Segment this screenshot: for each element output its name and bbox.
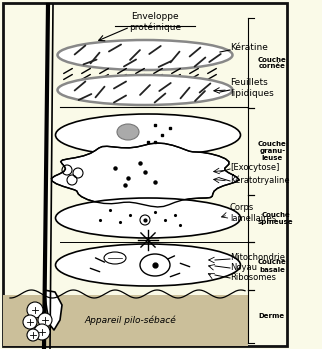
Text: Couche
spineuse: Couche spineuse	[258, 212, 294, 225]
Ellipse shape	[104, 252, 126, 264]
Circle shape	[27, 329, 39, 341]
Text: Enveloppe
protéinique: Enveloppe protéinique	[129, 12, 181, 32]
Text: Ribosomes: Ribosomes	[230, 274, 276, 282]
Text: Couche
cornée: Couche cornée	[258, 57, 287, 69]
Polygon shape	[52, 143, 239, 207]
Polygon shape	[44, 290, 62, 330]
Circle shape	[38, 313, 52, 327]
Ellipse shape	[117, 124, 139, 140]
Circle shape	[34, 324, 50, 340]
Text: [Exocytose]: [Exocytose]	[230, 163, 279, 172]
Ellipse shape	[55, 114, 241, 156]
Text: Kératotryaline: Kératotryaline	[230, 175, 289, 185]
Text: Noyau: Noyau	[230, 263, 257, 273]
Text: Mitochondrie: Mitochondrie	[230, 253, 285, 262]
Ellipse shape	[58, 75, 232, 105]
Text: Couche
granu-
leuse: Couche granu- leuse	[258, 141, 287, 162]
Circle shape	[27, 302, 43, 318]
Text: Derme: Derme	[258, 313, 284, 319]
Text: Appareil pilo-sébacé: Appareil pilo-sébacé	[84, 315, 176, 325]
Text: Kératine: Kératine	[230, 44, 268, 52]
Ellipse shape	[140, 254, 170, 276]
Bar	[3, 3, 287, 346]
Text: Corps
lamellaires: Corps lamellaires	[230, 203, 276, 223]
Text: Feuillets
lipidiques: Feuillets lipidiques	[230, 78, 274, 98]
Polygon shape	[3, 295, 248, 346]
Ellipse shape	[55, 198, 241, 238]
Ellipse shape	[55, 244, 241, 286]
Text: Couche
basale: Couche basale	[258, 260, 287, 273]
Circle shape	[23, 315, 37, 329]
Ellipse shape	[58, 40, 232, 70]
